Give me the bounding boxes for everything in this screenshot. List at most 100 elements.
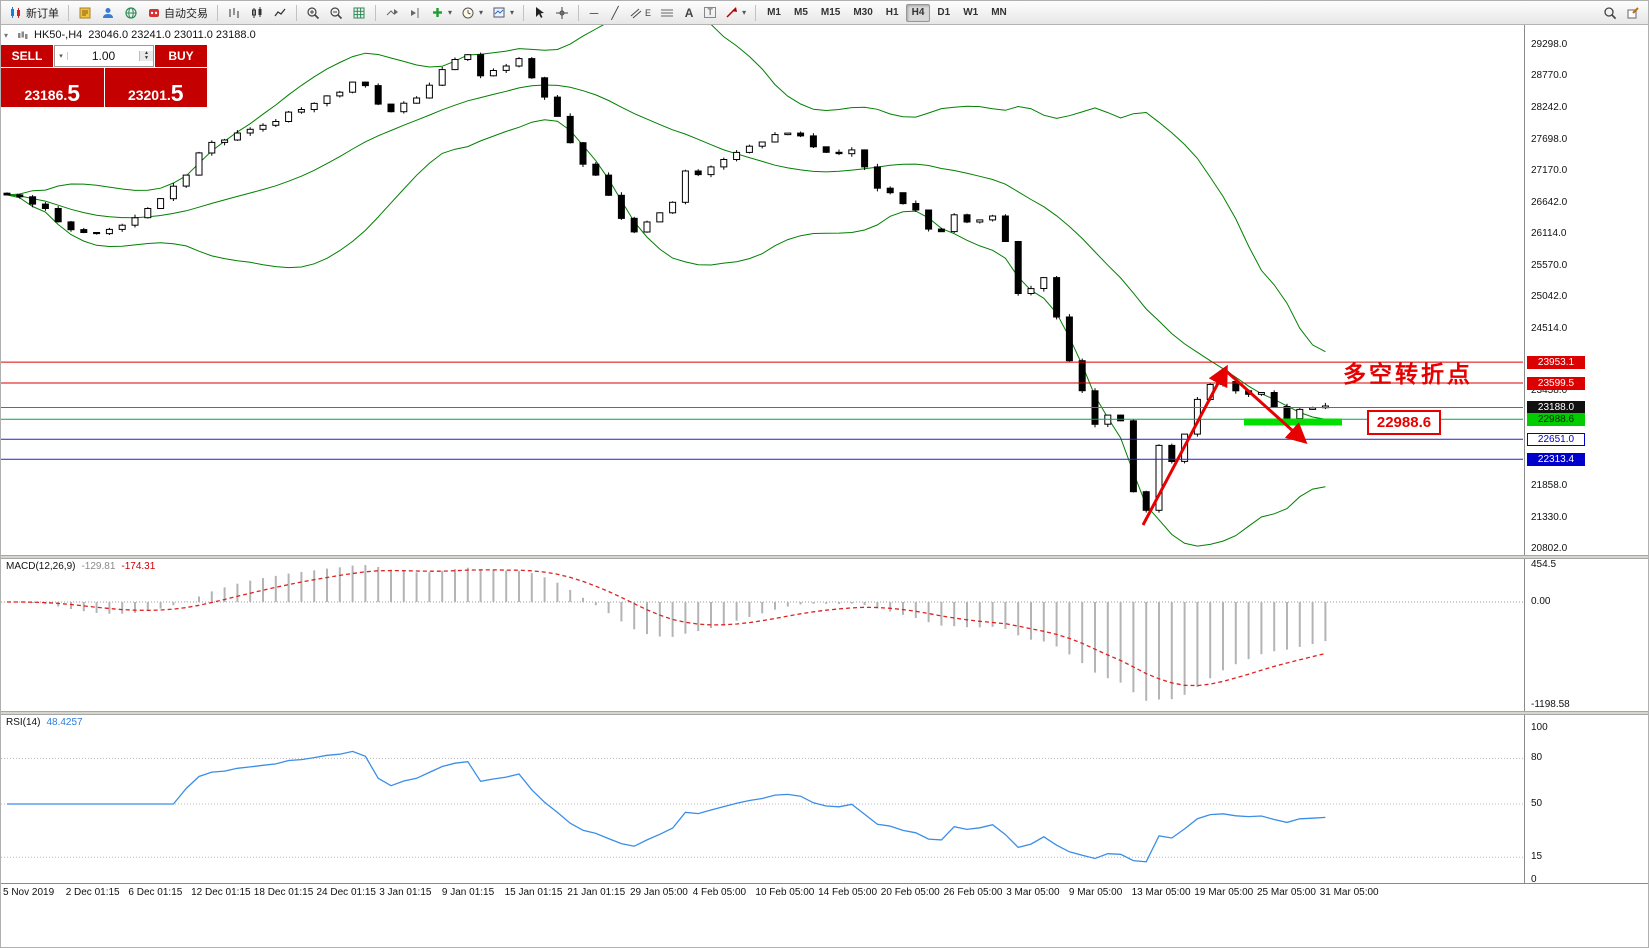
panel-separator[interactable]: [1, 711, 1648, 715]
macd-chart: [1, 565, 1523, 701]
new-order-label: 新订单: [26, 7, 59, 20]
timeframe-m30-button[interactable]: M30: [847, 4, 878, 22]
volume-up-button[interactable]: ▲: [140, 51, 153, 56]
price-axis-tick: 28242.0: [1531, 101, 1568, 113]
rsi-label: RSI(14) 48.4257: [6, 717, 83, 728]
bar-chart-icon: [229, 7, 239, 18]
macd-label: MACD(12,26,9) -129.81 -174.31: [6, 561, 155, 572]
hline-tool-button[interactable]: ─: [584, 3, 604, 23]
macd-panel: MACD(12,26,9) -129.81 -174.31 454.5 0.00 -…: [1, 559, 1648, 711]
cursor-icon: [536, 7, 545, 18]
zoom-out-button[interactable]: [325, 3, 347, 23]
zoom-out-icon: [330, 6, 343, 19]
periodicity-button[interactable]: ▾: [457, 3, 487, 23]
support-price-label[interactable]: 22988.6: [1367, 410, 1441, 435]
label-tool-button[interactable]: T: [700, 3, 720, 23]
community-button[interactable]: [120, 3, 142, 23]
buy-price[interactable]: 23201. 5: [104, 68, 207, 107]
time-axis-label: 21 Jan 01:15: [567, 887, 626, 898]
timeframe-d1-button[interactable]: D1: [931, 4, 956, 22]
cursor-button[interactable]: [529, 3, 550, 23]
arrow-shape-icon: [726, 7, 738, 18]
timeframe-h1-button[interactable]: H1: [880, 4, 905, 22]
autotrading-label: 自动交易: [164, 7, 208, 20]
text-tool-icon: A: [684, 5, 694, 20]
volume-dropdown-icon[interactable]: ▾: [55, 52, 68, 60]
toolbar-separator: [296, 4, 297, 21]
timeframe-h4-button[interactable]: H4: [905, 3, 931, 22]
candlesticks: [3, 52, 1329, 513]
crosshair-icon: [556, 6, 569, 19]
bar-chart-button[interactable]: [223, 3, 245, 23]
fibonacci-tool-button[interactable]: [656, 3, 678, 23]
grid-button[interactable]: [348, 3, 370, 23]
metaeditor-button[interactable]: [74, 3, 96, 23]
template-icon: [493, 7, 505, 17]
channel-tool-button[interactable]: E: [626, 3, 655, 23]
price-axis-tick: 26642.0: [1531, 196, 1568, 208]
time-axis-label: 12 Dec 01:15: [191, 887, 251, 898]
time-axis-label: 19 Mar 05:00: [1194, 887, 1254, 898]
timeframe-m1-button[interactable]: M1: [761, 4, 787, 22]
sell-button[interactable]: SELL: [1, 45, 53, 67]
trend-annotations[interactable]: [1141, 364, 1342, 526]
time-axis[interactable]: 5 Nov 2019 2 Dec 01:15 6 Dec 01:15 12 Dec 0…: [1, 883, 1648, 901]
sell-price[interactable]: 23186. 5: [1, 68, 104, 107]
search-button[interactable]: [1599, 3, 1621, 23]
time-axis-label: 9 Mar 05:00: [1068, 887, 1123, 898]
volume-down-button[interactable]: ▼: [140, 56, 153, 61]
new-chart-button[interactable]: ▾: [427, 3, 456, 23]
toolbar-separator: [523, 4, 525, 21]
zoom-in-icon: [307, 6, 320, 19]
zoom-in-button[interactable]: [302, 3, 324, 23]
one-click-trading-panel: SELL ▾ 1.00 ▲ ▼ BUY 23186. 5 23201. 5: [1, 45, 207, 107]
timeframe-w1-button[interactable]: W1: [957, 4, 984, 22]
time-axis-label: 24 Dec 01:15: [316, 887, 377, 898]
panel-separator[interactable]: [1, 555, 1648, 559]
timeframe-m5-button[interactable]: M5: [788, 4, 814, 22]
crosshair-button[interactable]: [551, 3, 573, 23]
text-tool-button[interactable]: A: [679, 3, 699, 23]
auto-scroll-button[interactable]: [381, 3, 403, 23]
price-chart[interactable]: [1, 25, 1523, 555]
candle-chart-button[interactable]: [246, 3, 268, 23]
autotrading-button[interactable]: 自动交易: [143, 3, 212, 23]
volume-stepper[interactable]: ▾ 1.00 ▲ ▼: [54, 45, 154, 67]
timeframe-mn-button[interactable]: MN: [985, 4, 1013, 22]
turning-point-annotation[interactable]: 多空转折点: [1343, 361, 1473, 387]
line-chart-button[interactable]: [269, 3, 291, 23]
chart-shift-button[interactable]: [404, 3, 426, 23]
quick-message-button[interactable]: [1622, 3, 1644, 23]
shapes-tool-button[interactable]: ▾: [721, 3, 750, 23]
time-axis-label: 18 Dec 01:15: [253, 887, 314, 898]
price-axis-tick: 23458.0: [1531, 385, 1568, 397]
new-order-icon: [11, 6, 20, 18]
volume-spin-buttons: ▲ ▼: [139, 51, 153, 61]
profile-button[interactable]: [97, 3, 119, 23]
price-axis-tick: 26114.0: [1531, 227, 1567, 239]
chart-symbol-icon: [18, 31, 28, 39]
price-axis-tick: 27170.0: [1531, 165, 1568, 177]
one-click-panel-toggle[interactable]: ▾: [4, 31, 9, 40]
rsi-axis-tick: 100: [1531, 722, 1548, 733]
volume-value[interactable]: 1.00: [91, 49, 116, 63]
plus-icon: [433, 8, 442, 17]
timeframe-m15-button[interactable]: M15: [815, 4, 846, 22]
new-order-button[interactable]: 新订单: [5, 3, 63, 23]
rsi-chart: [1, 750, 1523, 863]
price-tag: 23953.1: [1527, 356, 1585, 370]
horizontal-level-lines[interactable]: [1, 361, 1523, 460]
buy-button[interactable]: BUY: [155, 45, 207, 67]
rsi-axis-tick: 0: [1531, 874, 1537, 885]
rsi-axis: 100 80 50 15 0: [1524, 715, 1648, 885]
templates-button[interactable]: ▾: [488, 3, 518, 23]
chevron-down-icon: ▾: [510, 8, 515, 17]
rsi-value: 48.4257: [46, 717, 83, 728]
chevron-down-icon: ▾: [479, 8, 484, 17]
channel-icon: [630, 8, 642, 18]
trendline-tool-button[interactable]: ╱: [605, 3, 625, 23]
price-tag: 23188.0: [1527, 401, 1585, 415]
price-tag: 23599.5: [1527, 377, 1585, 391]
buy-price-main: 23201.: [127, 87, 171, 103]
